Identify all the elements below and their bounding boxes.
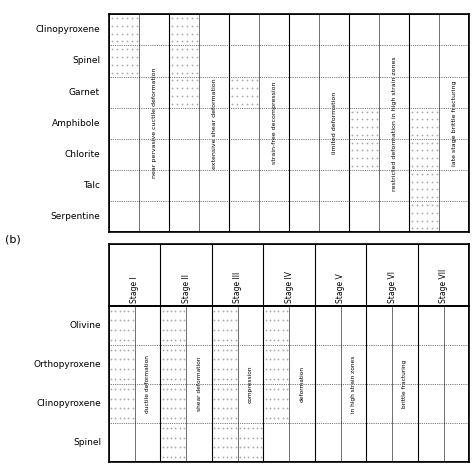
Text: Spinel: Spinel — [72, 56, 100, 65]
Text: Spinel: Spinel — [73, 438, 101, 447]
Text: extensive shear deformation: extensive shear deformation — [211, 78, 217, 169]
Text: near pervasive cuctile deformation: near pervasive cuctile deformation — [152, 68, 156, 179]
Text: Olivine: Olivine — [70, 321, 101, 330]
Text: restricted deformation in high strain zones: restricted deformation in high strain zo… — [392, 56, 397, 191]
Text: late stage brittle fracturing: late stage brittle fracturing — [452, 81, 457, 166]
Text: deformation: deformation — [300, 366, 304, 402]
Text: Stage II: Stage II — [182, 273, 191, 303]
Text: Garnet: Garnet — [69, 88, 100, 97]
Text: Chlorite: Chlorite — [64, 150, 100, 159]
Text: Stage V: Stage V — [336, 273, 345, 303]
Text: Serpentine: Serpentine — [50, 212, 100, 221]
Text: brittle fracturing: brittle fracturing — [402, 360, 408, 408]
Text: Orthopyroxene: Orthopyroxene — [34, 360, 101, 369]
Text: Stage III: Stage III — [233, 272, 242, 303]
Text: Stage IV: Stage IV — [285, 271, 293, 303]
Text: Stage VII: Stage VII — [439, 268, 448, 303]
Text: Talc: Talc — [83, 181, 100, 190]
Text: in high strain zones: in high strain zones — [351, 355, 356, 413]
Text: shear deformation: shear deformation — [197, 357, 201, 411]
Text: strain-free decompression: strain-free decompression — [272, 82, 277, 164]
Text: (b): (b) — [5, 235, 20, 245]
Text: ductile deformation: ductile deformation — [145, 355, 150, 413]
Text: Stage VI: Stage VI — [388, 271, 397, 303]
Text: compression: compression — [248, 365, 253, 403]
Text: Stage I: Stage I — [130, 276, 139, 303]
Text: Amphibole: Amphibole — [52, 119, 100, 128]
Text: Clinopyroxene: Clinopyroxene — [36, 399, 101, 408]
Text: limited deformation: limited deformation — [332, 92, 337, 155]
Text: Clinopyroxene: Clinopyroxene — [35, 25, 100, 34]
